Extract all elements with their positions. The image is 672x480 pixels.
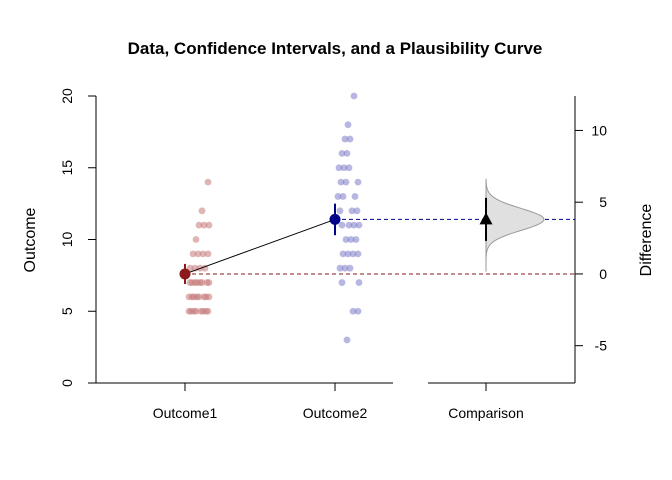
y-axis-title: Outcome [22, 207, 39, 272]
y2-axis-ticks: -5 0 5 10 [575, 122, 608, 354]
y-tick-label: 5 [59, 307, 75, 315]
data-point-outcome1 [195, 221, 203, 229]
y2-tick-label: 0 [599, 266, 607, 282]
data-point-outcome2 [350, 221, 358, 229]
data-point-outcome2 [339, 193, 347, 200]
data-point-outcome2 [350, 92, 358, 100]
data-point-outcome2 [349, 250, 357, 258]
data-point-outcome1 [189, 250, 197, 258]
data-point-outcome1 [205, 293, 213, 301]
data-point-outcome2 [345, 221, 353, 229]
data-point-outcome2 [334, 193, 342, 200]
y-tick-label: 0 [59, 379, 75, 387]
data-point-outcome1 [193, 293, 201, 301]
data-point-outcome1 [196, 279, 204, 286]
data-point-outcome2 [337, 178, 345, 186]
data-point-outcome2 [354, 307, 362, 315]
data-point-outcome1 [186, 279, 194, 286]
data-point-outcome2 [344, 250, 352, 258]
x-tick-label: Comparison [448, 405, 523, 421]
data-point-outcome1 [192, 236, 200, 243]
x-tick-label: Outcome1 [153, 405, 218, 421]
y-tick-label: 10 [59, 232, 75, 248]
data-point-outcome1 [190, 307, 198, 315]
data-point-outcome2 [338, 221, 346, 229]
y-axis-ticks: 0 5 10 15 20 [59, 88, 96, 387]
y2-tick-label: -5 [595, 338, 608, 354]
data-point-outcome2 [348, 207, 356, 215]
mean-connector-line [184, 218, 336, 275]
y2-axis-title: Difference [638, 204, 655, 277]
data-point-outcome1 [200, 221, 208, 229]
data-point-outcome2 [335, 164, 343, 172]
data-point-outcome2 [343, 150, 351, 157]
data-point-outcome2 [346, 264, 354, 272]
data-point-outcome1 [204, 178, 212, 186]
data-point-outcome1 [202, 307, 210, 315]
data-point-outcome1 [188, 293, 196, 301]
y2-tick-label: 10 [591, 122, 607, 138]
chart-title: Data, Confidence Intervals, and a Plausi… [128, 39, 543, 58]
plot-marks [179, 92, 575, 344]
x-tick-label: Outcome2 [303, 405, 368, 421]
data-point-outcome2 [343, 336, 351, 344]
data-point-outcome2 [341, 135, 349, 143]
data-point-outcome1 [194, 250, 202, 258]
data-point-outcome2 [345, 164, 353, 172]
plausibility-curve [485, 178, 545, 272]
mean-point-outcome2 [329, 213, 341, 225]
data-point-outcome2 [340, 164, 348, 172]
data-point-outcome1 [205, 221, 213, 229]
data-point-outcome2 [353, 207, 361, 215]
data-point-outcome2 [351, 193, 359, 200]
data-point-outcome1 [200, 293, 208, 301]
data-point-outcome1 [198, 207, 206, 215]
data-point-outcome1 [185, 307, 193, 315]
y2-tick-label: 5 [599, 194, 607, 210]
data-point-outcome2 [354, 250, 362, 258]
data-point-outcome2 [336, 207, 344, 215]
data-point-outcome1 [199, 250, 207, 258]
data-point-outcome2 [355, 221, 363, 229]
data-point-outcome2 [349, 307, 357, 315]
data-point-outcome2 [355, 279, 363, 286]
data-point-outcome2 [338, 279, 346, 286]
data-point-outcome2 [338, 150, 346, 157]
data-point-outcome2 [336, 264, 344, 272]
data-point-outcome2 [354, 178, 362, 186]
data-point-outcome2 [344, 121, 352, 129]
y-tick-label: 20 [59, 88, 75, 104]
mean-difference-marker [479, 212, 493, 225]
data-point-outcome1 [191, 279, 199, 286]
data-point-outcome1 [197, 307, 205, 315]
data-point-outcome2 [347, 236, 355, 243]
data-point-outcome1 [203, 279, 211, 286]
data-point-outcome2 [342, 236, 350, 243]
data-point-outcome2 [352, 236, 360, 243]
data-point-outcome1 [204, 250, 212, 258]
mean-point-outcome1 [179, 268, 191, 280]
data-point-outcome2 [346, 135, 354, 143]
data-point-outcome2 [341, 264, 349, 272]
y-tick-label: 15 [59, 160, 75, 176]
data-point-outcome2 [342, 178, 350, 186]
data-point-outcome2 [339, 250, 347, 258]
x-axis-ticks: Outcome1 Outcome2 Comparison [153, 383, 524, 421]
